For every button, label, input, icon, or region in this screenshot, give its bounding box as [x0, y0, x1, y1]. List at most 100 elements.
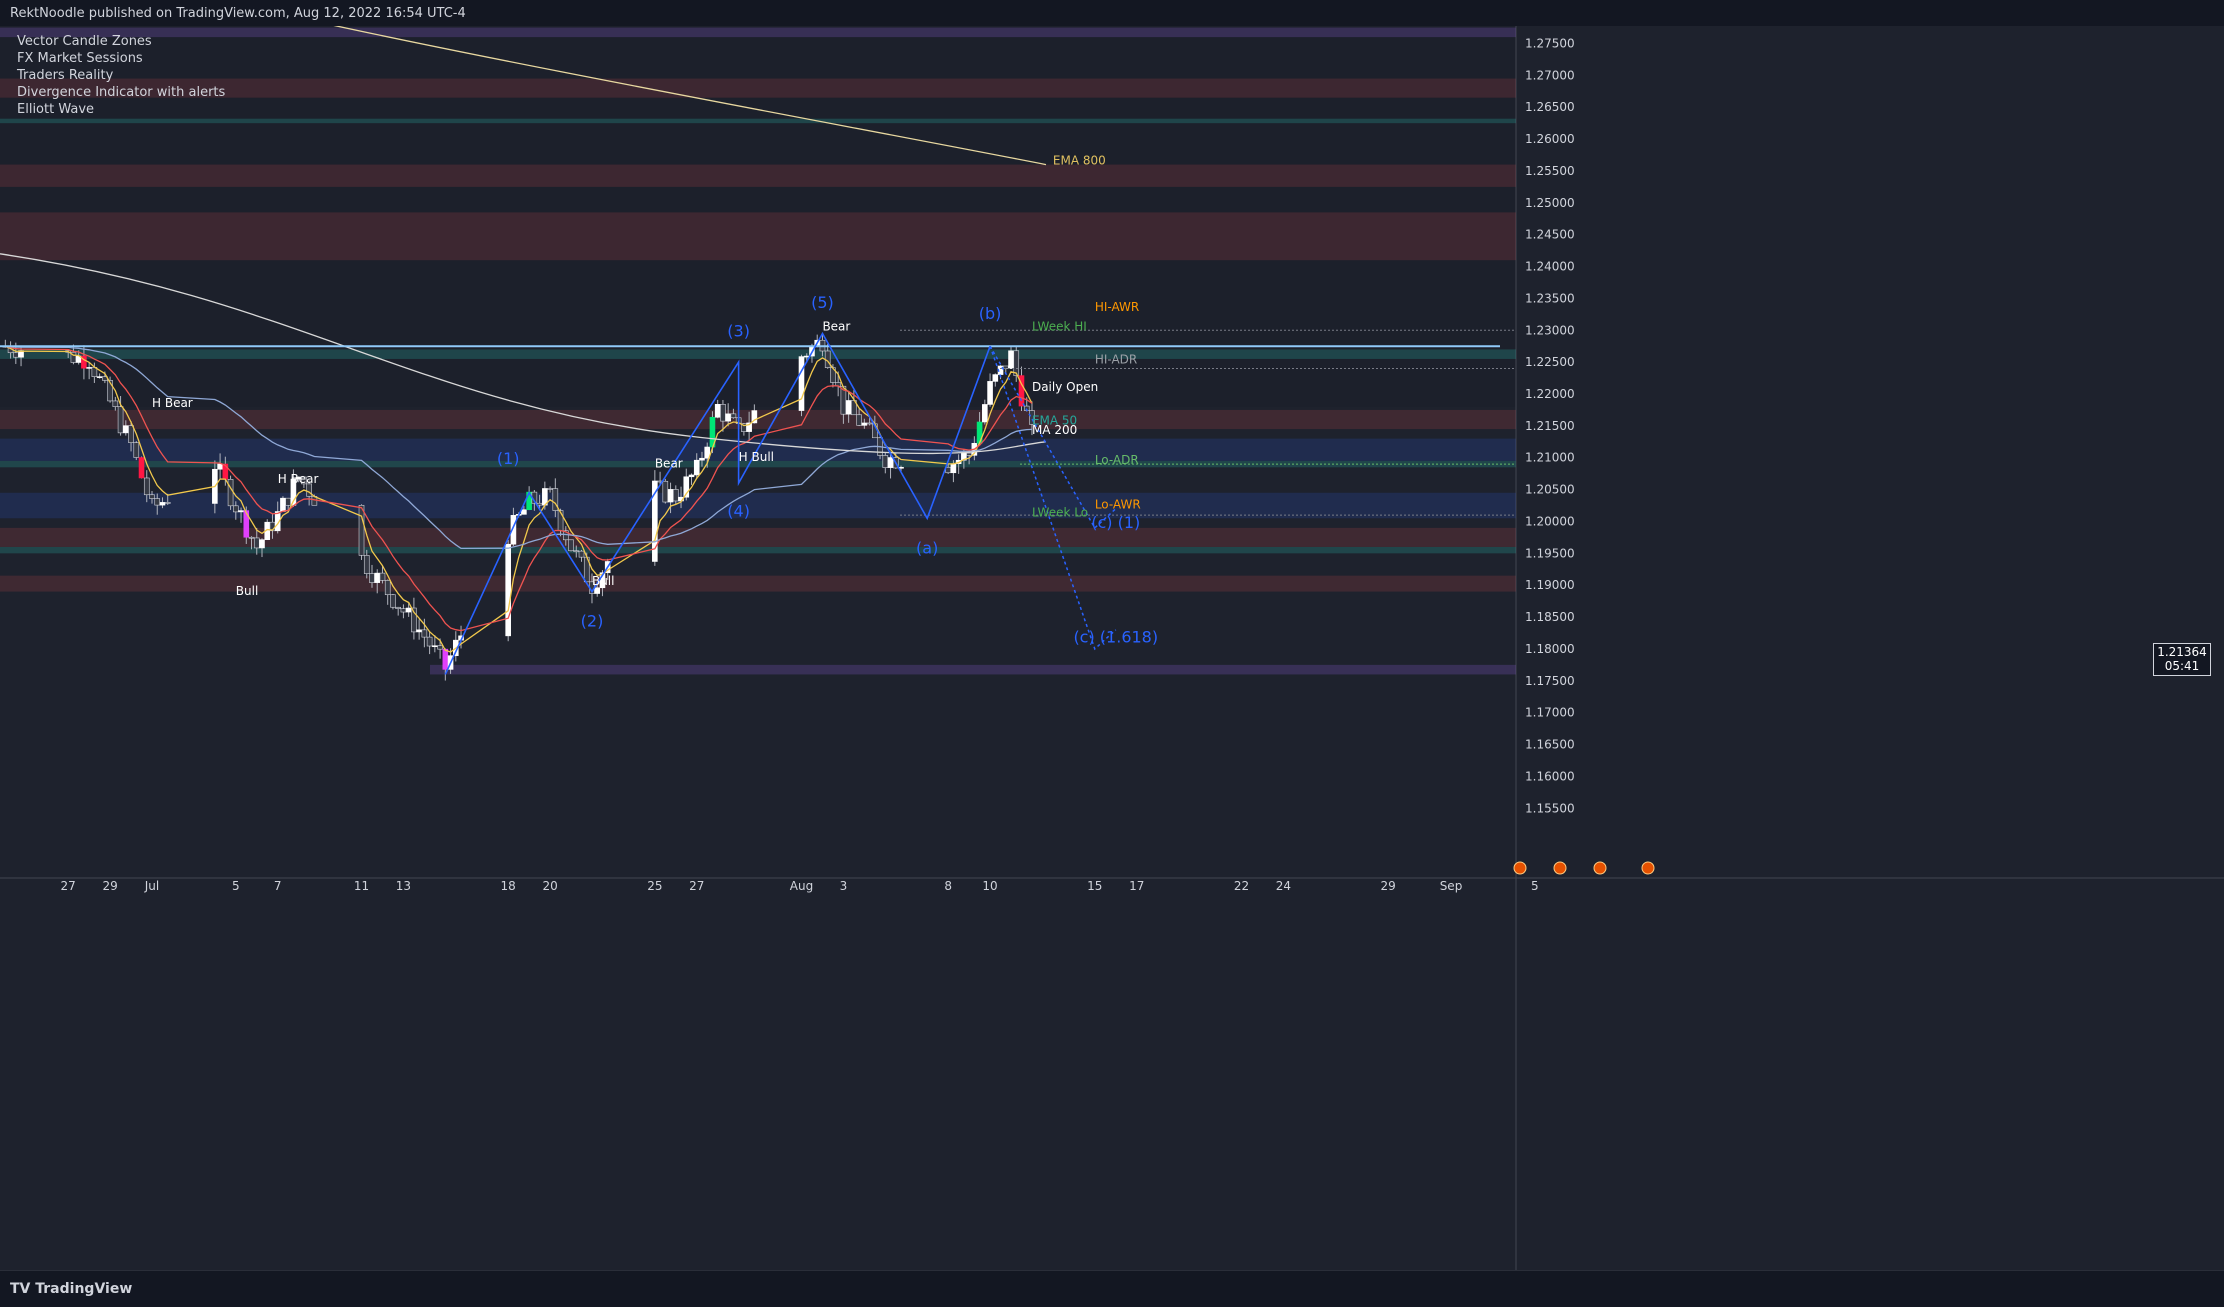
- candle-body: [442, 648, 449, 670]
- price-tick-label: 1.22500: [1525, 355, 1575, 369]
- tradingview-logo[interactable]: 𝗧𝗩 TradingView: [10, 1281, 132, 1297]
- price-tick-label: 1.26500: [1525, 100, 1575, 114]
- candle-body: [693, 459, 700, 476]
- candle-body: [411, 607, 417, 633]
- candle-body: [730, 413, 737, 419]
- chart-annotation: EMA 50: [1032, 414, 1077, 428]
- price-tick-label: 1.25000: [1525, 196, 1575, 210]
- candle-zone: [0, 575, 1516, 592]
- time-tick-label: 10: [982, 879, 997, 893]
- candle-body: [432, 645, 438, 648]
- candle-body: [112, 400, 119, 407]
- candle-body: [384, 580, 391, 596]
- price-tick-label: 1.23000: [1525, 323, 1575, 337]
- price-tick-label: 1.19000: [1525, 578, 1575, 592]
- session-flag-icon: [1641, 861, 1655, 875]
- candle-zone: [0, 164, 1516, 187]
- candle-body: [164, 502, 171, 504]
- candle-body: [652, 480, 658, 562]
- chart-annotation: LWeek HI: [1032, 319, 1087, 333]
- candle-body: [568, 539, 574, 552]
- chart-annotation: H Bull: [739, 450, 774, 464]
- candle-body: [379, 572, 386, 581]
- candle-body: [405, 607, 412, 613]
- candle-body: [395, 606, 401, 609]
- candle-body: [143, 477, 150, 496]
- candle-body: [369, 573, 375, 583]
- candle-body: [117, 406, 124, 434]
- candle-body: [149, 494, 155, 499]
- price-tick-label: 1.23500: [1525, 291, 1575, 305]
- wave-label: (5): [811, 293, 834, 312]
- candle-body: [217, 463, 223, 470]
- time-tick-label: 15: [1087, 879, 1102, 893]
- time-tick-label: 24: [1276, 879, 1291, 893]
- chart-annotation: Bull: [236, 584, 259, 598]
- ema-13-line: [5, 345, 1033, 632]
- elliott-wave-path: [444, 331, 991, 675]
- candle-body: [138, 457, 145, 479]
- candle-body: [992, 374, 999, 382]
- ema-800-line: [333, 26, 1047, 166]
- candle-body: [987, 381, 993, 405]
- candle-body: [400, 608, 407, 613]
- ema-50-line: [5, 345, 1033, 550]
- wave-label: (1): [497, 449, 520, 468]
- ema-fast-line: [5, 345, 1033, 653]
- session-flag-icon: [1553, 861, 1567, 875]
- candle-body: [704, 446, 711, 459]
- candle-body: [133, 442, 140, 458]
- time-tick-label: 13: [396, 879, 411, 893]
- time-tick-label: 27: [689, 879, 704, 893]
- tv-logo-text: TradingView: [35, 1281, 133, 1297]
- wave-label: (2): [581, 612, 604, 631]
- candle-body: [107, 380, 113, 402]
- time-tick-label: 5: [1531, 879, 1539, 893]
- candle-body: [672, 489, 679, 502]
- candle-body: [887, 457, 894, 468]
- candle-body: [882, 455, 889, 468]
- candle-body: [374, 572, 381, 583]
- candle-body: [243, 510, 250, 538]
- candle-zone: [0, 460, 1516, 468]
- chart-annotation: MA 200: [1032, 423, 1077, 437]
- time-tick-label: 29: [102, 879, 117, 893]
- candle-body: [662, 480, 669, 503]
- candle-body: [274, 511, 281, 532]
- price-tick-label: 1.17000: [1525, 706, 1575, 720]
- price-tick-label: 1.20000: [1525, 514, 1575, 528]
- plot-upper-shade: [0, 26, 1516, 407]
- candle-body: [866, 422, 873, 425]
- candle-zone: [0, 118, 1516, 124]
- chart-annotation: Lo-AWR: [1095, 498, 1141, 512]
- candle-body: [306, 483, 312, 497]
- bar-countdown: 05:41: [2164, 659, 2200, 673]
- legend-item[interactable]: Traders Reality: [17, 68, 114, 83]
- price-tick-label: 1.20500: [1525, 483, 1575, 497]
- chart-annotation: H Bear: [152, 396, 193, 410]
- time-tick-label: 7: [274, 879, 282, 893]
- price-tick-label: 1.27000: [1525, 68, 1575, 82]
- legend-item[interactable]: FX Market Sessions: [17, 51, 143, 66]
- candle-body: [578, 550, 585, 558]
- candle-body: [573, 550, 580, 553]
- price-tick-label: 1.15500: [1525, 801, 1575, 815]
- time-tick-label: 22: [1234, 879, 1249, 893]
- chart-annotation: Bull: [592, 574, 615, 588]
- time-tick-label: 20: [542, 879, 557, 893]
- candle-body: [96, 376, 103, 378]
- legend-item[interactable]: Divergence Indicator with alerts: [17, 85, 226, 100]
- candle-body: [86, 367, 92, 369]
- time-tick-label: 8: [944, 879, 952, 893]
- legend-item[interactable]: Vector Candle Zones: [17, 34, 152, 49]
- legend-item[interactable]: Elliott Wave: [17, 102, 95, 117]
- session-flag-icon: [1513, 861, 1527, 875]
- price-chart[interactable]: EMA 800 HI-AWR LWeek HI HI-ADR Daily Open EMA…: [0, 26, 2224, 1270]
- wave-label: (4): [727, 501, 750, 520]
- candle-body: [505, 543, 511, 637]
- candle-body: [426, 636, 433, 647]
- candle-body: [714, 404, 721, 418]
- candle-body: [227, 479, 234, 507]
- candle-body: [798, 356, 805, 411]
- candle-body: [536, 502, 543, 506]
